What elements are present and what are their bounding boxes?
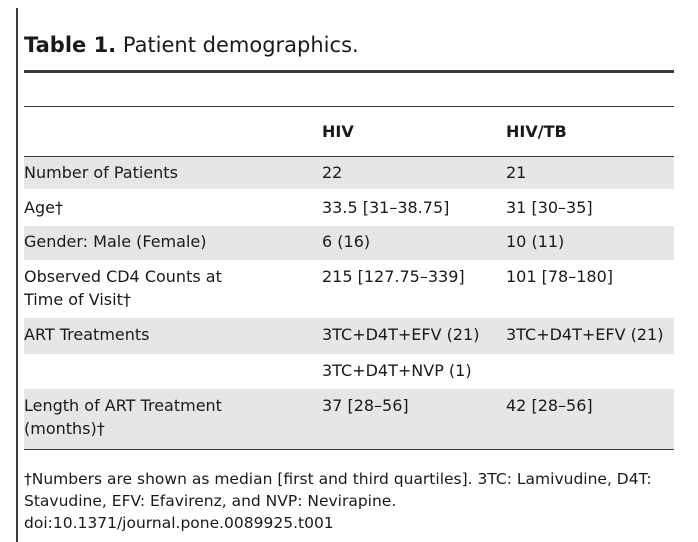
row-band <box>24 389 674 449</box>
row-band <box>24 157 674 189</box>
table-top-rule <box>24 106 674 107</box>
row-label: ART Treatments <box>24 325 150 344</box>
table-bottom-rule <box>24 449 674 450</box>
cell-hiv-tb: 10 (11) <box>506 232 565 251</box>
table-label: Table 1. <box>24 33 117 57</box>
header-rule <box>24 156 674 157</box>
row-label: Number of Patients <box>24 163 178 182</box>
cell-hiv-tb: 42 [28–56] <box>506 396 593 415</box>
cell-hiv: 3TC+D4T+EFV (21) <box>322 325 480 344</box>
row-label: Age† <box>24 198 63 217</box>
cell-hiv: 22 <box>322 163 343 182</box>
cell-hiv-tb: 31 [30–35] <box>506 198 593 217</box>
cell-hiv-tb: 101 [78–180] <box>506 267 614 286</box>
row-label-cont: Time of Visit† <box>24 290 131 309</box>
row-label: Gender: Male (Female) <box>24 232 207 251</box>
cell-hiv-tb: 3TC+D4T+EFV (21) <box>506 325 664 344</box>
header-hiv: HIV <box>322 122 354 141</box>
table-footnote: †Numbers are shown as median [first and … <box>24 468 684 534</box>
row-label: Length of ART Treatment <box>24 396 222 415</box>
row-band <box>24 226 674 260</box>
footnote-line: †Numbers are shown as median [first and … <box>24 470 652 488</box>
left-margin-rule <box>16 8 18 542</box>
row-band <box>24 318 674 354</box>
table-caption: Patient demographics. <box>122 33 359 57</box>
table-title: Table 1. Patient demographics. <box>24 30 359 60</box>
footnote-line: Stavudine, EFV: Efavirenz, and NVP: Nevi… <box>24 492 397 510</box>
cell-hiv: 33.5 [31–38.75] <box>322 198 450 217</box>
cell-hiv: 3TC+D4T+NVP (1) <box>322 361 472 380</box>
row-label: Observed CD4 Counts at <box>24 267 222 286</box>
cell-hiv-tb: 21 <box>506 163 527 182</box>
title-rule <box>24 70 674 73</box>
row-label-cont: (months)† <box>24 419 105 438</box>
cell-hiv: 6 (16) <box>322 232 371 251</box>
doi-text: doi:10.1371/journal.pone.0089925.t001 <box>24 514 334 532</box>
header-hiv-tb: HIV/TB <box>506 122 567 141</box>
cell-hiv: 37 [28–56] <box>322 396 409 415</box>
cell-hiv: 215 [127.75–339] <box>322 267 465 286</box>
